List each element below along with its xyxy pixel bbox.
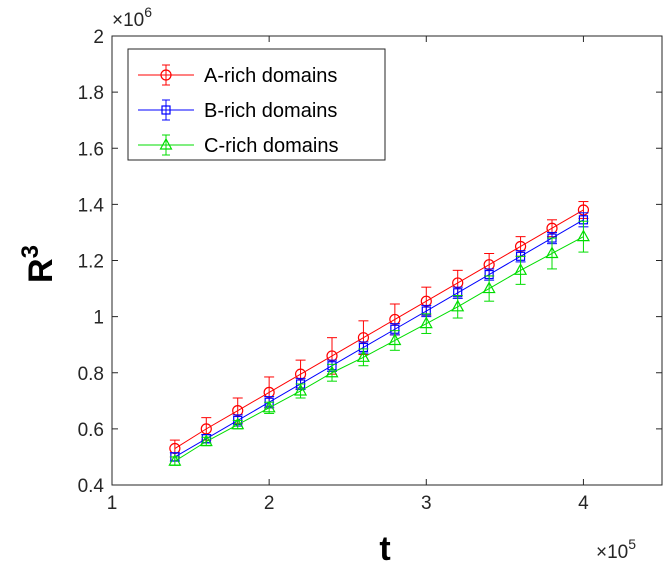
data-point [388, 333, 402, 346]
data-point [482, 281, 496, 294]
error-bar [515, 255, 526, 285]
x-tick-label: 4 [578, 493, 589, 514]
data-point [262, 400, 276, 413]
y-tick-label: 1.8 [78, 83, 104, 104]
legend-box [127, 48, 386, 161]
x-tick-label: 3 [421, 493, 432, 514]
y-tick-label: 1.4 [78, 195, 105, 216]
y-tick-label: 1.2 [78, 252, 104, 273]
data-point [419, 316, 433, 329]
legend-label: A-rich domains [204, 65, 337, 87]
x-tick-label: 1 [107, 493, 118, 514]
legend-entry: C-rich domains [138, 134, 338, 157]
data-point [199, 434, 213, 447]
data-point [576, 229, 590, 242]
error-bar [578, 220, 589, 253]
legend-label: C-rich domains [204, 135, 338, 157]
data-point [356, 350, 370, 362]
y-tick-label: 0.6 [78, 420, 104, 441]
error-bar [484, 275, 495, 302]
x-tick-label: 2 [264, 493, 275, 514]
y-tick-label: 0.8 [78, 364, 104, 385]
legend: A-rich domains B-rich domains C-rich domai… [127, 48, 386, 161]
data-point [545, 246, 559, 259]
data-point [168, 453, 182, 466]
series-line [174, 219, 584, 458]
y-tick-label: 1.6 [78, 139, 104, 160]
data-point [200, 423, 212, 435]
series-line [174, 209, 584, 449]
data-point [231, 417, 245, 430]
legend-marker [161, 105, 171, 115]
legend-entry: A-rich domains [138, 64, 337, 87]
data-point [325, 365, 339, 378]
legend-label: B-rich domains [204, 100, 337, 122]
legend-marker [160, 69, 172, 81]
y-tick-label: 0.4 [78, 476, 105, 497]
data-point [451, 299, 465, 312]
y-tick-label: 1 [93, 308, 104, 329]
x-exponent-label: ×105 [596, 536, 636, 563]
series-3 [168, 220, 590, 466]
legend-marker [159, 137, 173, 150]
y-exponent-label: ×106 [112, 4, 152, 31]
data-point [294, 383, 308, 396]
y-axis-title: R3 [17, 245, 60, 283]
error-bar [452, 295, 463, 319]
legend-entry: B-rich domains [138, 99, 337, 122]
error-bar [547, 237, 557, 270]
x-axis-title: t [379, 530, 390, 564]
y-tick-label: 2 [93, 27, 104, 48]
data-point [514, 263, 528, 275]
